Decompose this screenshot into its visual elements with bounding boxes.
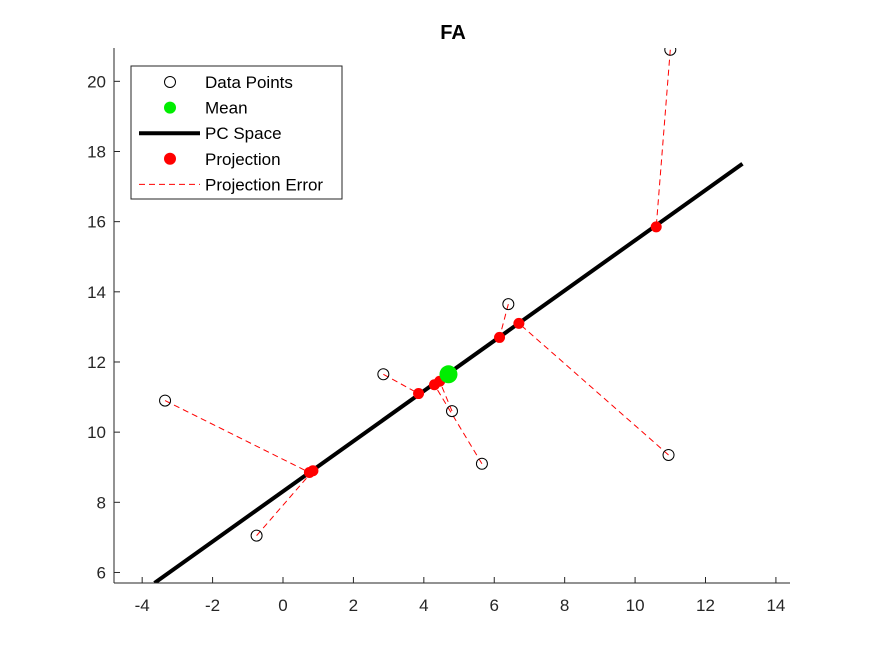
data-point: [250, 529, 263, 542]
legend-label: Data Points: [205, 73, 293, 92]
x-tick-label: 8: [560, 596, 569, 615]
x-tick-label: 12: [696, 596, 715, 615]
legend-item: Projection: [164, 150, 281, 169]
projection-point: [413, 388, 425, 400]
legend-item: Mean: [164, 99, 248, 118]
projection-error-line: [518, 323, 669, 456]
data-point: [377, 368, 390, 381]
x-tick-label: 10: [626, 596, 645, 615]
y-tick-label: 12: [87, 353, 106, 372]
legend-label: PC Space: [205, 124, 282, 143]
legend-label: Projection Error: [205, 175, 323, 194]
projection-error-line: [383, 373, 419, 394]
x-tick-label: -2: [205, 596, 220, 615]
y-tick-label: 20: [87, 72, 106, 91]
x-tick-label: -4: [135, 596, 150, 615]
projection-point: [307, 465, 319, 477]
plot-content: [153, 48, 744, 583]
projection-point: [650, 221, 662, 233]
legend-item: PC Space: [139, 124, 282, 143]
legend-symbol-projection: [164, 152, 176, 165]
data-point: [475, 457, 488, 470]
data-point: [502, 298, 515, 311]
x-tick-label: 2: [349, 596, 358, 615]
x-tick-label: 4: [419, 596, 428, 615]
data-point: [662, 448, 675, 461]
y-tick-label: 8: [97, 493, 106, 512]
projection-error-line: [256, 470, 314, 536]
legend-label: Projection: [205, 150, 281, 169]
y-tick-label: 18: [87, 142, 106, 161]
axes: -4 -2 0 2 4 6 8 10 12 14 6 8 10 12 14 16 18 20: [87, 48, 790, 615]
legend-symbol-mean: [164, 101, 176, 114]
projection-error-line: [164, 400, 310, 473]
legend-item: Data Points: [164, 73, 293, 92]
projection-point: [513, 317, 525, 329]
chart-title: FA: [440, 22, 466, 44]
plot-area: [153, 48, 744, 583]
projection-point: [494, 331, 506, 343]
x-tick-label: 14: [766, 596, 785, 615]
x-tick-label: 0: [278, 596, 287, 615]
y-tick-label: 16: [87, 213, 106, 232]
legend-item: Projection Error: [139, 175, 323, 194]
y-tick-label: 14: [87, 283, 106, 302]
legend-label: Mean: [205, 99, 248, 118]
data-point: [446, 405, 458, 418]
legend: Data Points Mean PC Space Projection Project…: [130, 65, 343, 200]
data-point: [159, 394, 172, 407]
data-point: [664, 48, 677, 56]
x-tick-label: 6: [490, 596, 499, 615]
projection-error-line: [433, 384, 483, 464]
mean-point: [439, 365, 458, 384]
y-tick-label: 6: [97, 563, 106, 582]
projection-point: [428, 379, 440, 391]
y-tick-label: 10: [87, 423, 106, 442]
legend-symbol-data-points: [164, 76, 176, 88]
